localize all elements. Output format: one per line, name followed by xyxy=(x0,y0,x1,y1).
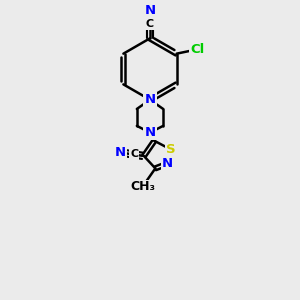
Text: C: C xyxy=(146,19,154,29)
Text: N: N xyxy=(144,4,156,17)
Text: S: S xyxy=(166,143,176,156)
Text: CH₃: CH₃ xyxy=(130,180,155,193)
Text: N: N xyxy=(115,146,126,159)
Text: Cl: Cl xyxy=(190,43,204,56)
Text: C: C xyxy=(130,149,139,159)
Text: N: N xyxy=(144,93,156,106)
Text: N: N xyxy=(162,157,173,170)
Text: N: N xyxy=(144,126,156,139)
